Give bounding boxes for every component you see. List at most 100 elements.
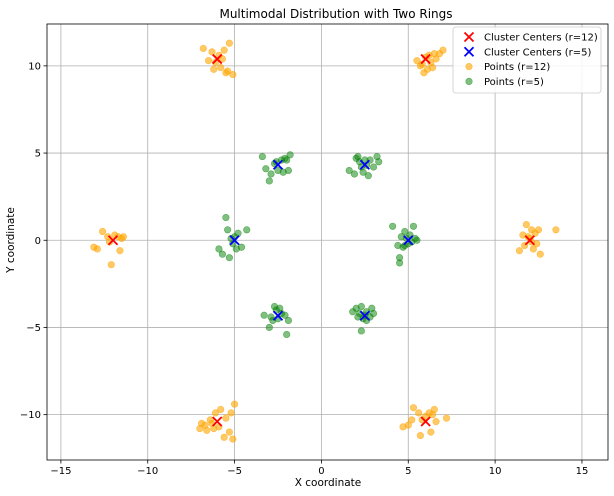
data-point bbox=[439, 46, 447, 54]
axis-ticks: −15 −10 −5 0 5 10 15 −10 −5 0 5 10 bbox=[20, 61, 588, 477]
data-point bbox=[286, 151, 294, 159]
data-point bbox=[208, 48, 216, 56]
data-point bbox=[197, 419, 206, 427]
data-point bbox=[225, 254, 233, 262]
legend-marker-x bbox=[463, 46, 475, 57]
data-point bbox=[534, 226, 543, 234]
legend-item: Cluster Centers (r=12) bbox=[463, 31, 598, 44]
x-tick-label: −10 bbox=[137, 466, 158, 477]
legend-item: Points (r=12) bbox=[465, 62, 550, 73]
data-point bbox=[220, 46, 228, 54]
legend: Cluster Centers (r=12) Cluster Centers (r… bbox=[452, 26, 602, 94]
data-point bbox=[432, 418, 440, 426]
legend-marker-dot bbox=[465, 77, 473, 85]
data-point bbox=[230, 400, 239, 408]
data-point bbox=[203, 426, 211, 434]
data-point bbox=[369, 163, 378, 171]
data-point bbox=[98, 227, 107, 236]
data-point bbox=[408, 416, 416, 424]
legend-item: Cluster Centers (r=5) bbox=[463, 46, 591, 58]
center-marker bbox=[272, 310, 284, 321]
data-point bbox=[430, 405, 438, 414]
data-point bbox=[430, 50, 438, 58]
data-point bbox=[389, 222, 397, 230]
data-point bbox=[354, 313, 362, 321]
data-point bbox=[395, 259, 404, 267]
series-cluster-centers-r-12- bbox=[107, 53, 535, 427]
center-marker bbox=[420, 416, 431, 427]
data-point bbox=[267, 313, 275, 321]
data-point bbox=[204, 57, 213, 65]
data-point bbox=[404, 421, 412, 429]
data-point bbox=[229, 435, 237, 443]
data-point bbox=[107, 261, 115, 269]
data-point bbox=[260, 311, 268, 319]
data-point bbox=[217, 63, 225, 72]
data-point bbox=[217, 405, 225, 414]
x-tick-label: −5 bbox=[227, 466, 242, 477]
legend-label: Cluster Centers (r=12) bbox=[484, 33, 598, 44]
legend-box bbox=[452, 26, 602, 94]
x-tick-label: 10 bbox=[489, 466, 502, 477]
data-point bbox=[265, 177, 273, 185]
data-point bbox=[279, 168, 287, 176]
data-point bbox=[552, 226, 560, 234]
legend-item: Points (r=5) bbox=[465, 77, 544, 88]
data-point bbox=[222, 213, 230, 222]
data-point bbox=[442, 414, 451, 422]
data-point bbox=[225, 39, 233, 47]
data-point bbox=[519, 231, 527, 239]
y-tick-label: 5 bbox=[35, 149, 41, 160]
data-point bbox=[116, 247, 124, 255]
data-point bbox=[229, 240, 237, 248]
data-point bbox=[415, 409, 423, 417]
data-point bbox=[218, 55, 227, 63]
data-point bbox=[416, 431, 425, 440]
data-point bbox=[364, 172, 372, 180]
data-point bbox=[229, 70, 237, 79]
center-marker bbox=[420, 53, 431, 65]
data-point bbox=[409, 404, 418, 412]
data-point bbox=[119, 233, 128, 241]
data-point bbox=[215, 245, 223, 253]
data-point bbox=[258, 152, 266, 161]
data-point bbox=[227, 409, 235, 417]
plot-frame bbox=[46, 23, 609, 461]
y-tick-label: −5 bbox=[26, 323, 41, 334]
data-point bbox=[422, 53, 430, 61]
data-point bbox=[401, 227, 409, 236]
data-point bbox=[267, 170, 275, 178]
center-marker bbox=[524, 235, 535, 246]
x-tick-label: −15 bbox=[50, 466, 71, 477]
data-point bbox=[350, 170, 359, 178]
y-tick-label: −10 bbox=[20, 410, 41, 421]
series-cluster-centers-r-5- bbox=[229, 159, 414, 321]
y-tick-label: 0 bbox=[35, 236, 41, 247]
data-point bbox=[283, 330, 291, 339]
chart-title: Multimodal Distribution with Two Rings bbox=[219, 7, 452, 21]
series-layer bbox=[90, 39, 560, 443]
center-marker bbox=[359, 310, 370, 321]
data-point bbox=[243, 226, 251, 234]
data-point bbox=[359, 168, 367, 176]
legend-label: Cluster Centers (r=5) bbox=[484, 47, 591, 58]
center-marker bbox=[229, 235, 240, 246]
data-point bbox=[232, 245, 240, 253]
x-tick-label: 5 bbox=[405, 466, 411, 477]
center-marker bbox=[212, 53, 223, 65]
data-point bbox=[401, 241, 409, 250]
data-point bbox=[225, 428, 233, 436]
x-tick-label: 0 bbox=[318, 466, 324, 477]
data-point bbox=[262, 165, 270, 173]
data-point bbox=[529, 245, 537, 253]
y-axis-label: Y coordinate bbox=[5, 207, 17, 274]
data-point bbox=[369, 309, 378, 318]
data-point bbox=[284, 316, 293, 325]
data-point bbox=[515, 247, 524, 255]
data-point bbox=[224, 67, 232, 75]
data-point bbox=[409, 222, 418, 230]
data-point bbox=[526, 234, 534, 243]
legend-marker-x bbox=[463, 31, 475, 43]
center-marker bbox=[359, 159, 370, 170]
